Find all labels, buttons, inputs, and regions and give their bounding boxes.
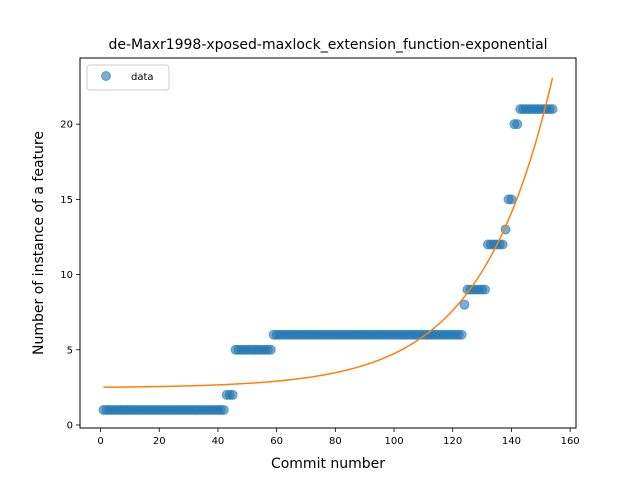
y-tick-label: 20: [60, 120, 73, 131]
x-tick-label: 160: [561, 436, 580, 447]
data-point: [480, 284, 491, 295]
x-tick-label: 60: [270, 436, 283, 447]
legend: data: [86, 64, 170, 91]
x-tick-label: 140: [502, 436, 521, 447]
data-point: [218, 404, 229, 415]
y-tick-label: 5: [67, 345, 73, 356]
x-tick-label: 80: [329, 436, 342, 447]
y-axis-ticks: 0 5 10 15 20: [60, 120, 80, 431]
x-tick-label: 0: [97, 436, 103, 447]
y-tick-label: 10: [60, 270, 73, 281]
x-tick-label: 20: [153, 436, 166, 447]
chart-title: de-Maxr1998-xposed-maxlock_extension_fun…: [108, 37, 547, 53]
axes-frame: [79, 57, 577, 429]
data-point: [459, 299, 470, 310]
fit-line: [103, 77, 554, 388]
y-axis-label: Number of instance of a feature: [31, 131, 47, 355]
data-point: [547, 104, 558, 115]
x-axis-ticks: 0 20 40 60 80 100 120 140 160: [97, 428, 580, 447]
data-point: [497, 239, 508, 250]
legend-marker-data: [101, 71, 111, 81]
data-point: [265, 344, 276, 355]
data-point: [227, 389, 238, 400]
x-tick-label: 100: [384, 436, 403, 447]
data-point: [512, 119, 523, 130]
plot-area: [98, 77, 558, 415]
data-point: [506, 194, 517, 205]
x-tick-label: 40: [212, 436, 225, 447]
y-tick-label: 0: [67, 420, 73, 431]
legend-box: [86, 64, 170, 91]
x-tick-label: 120: [443, 436, 462, 447]
x-axis-label: Commit number: [271, 456, 385, 472]
y-tick-label: 15: [60, 195, 73, 206]
data-point: [456, 329, 467, 340]
legend-label-data: data: [131, 72, 154, 83]
